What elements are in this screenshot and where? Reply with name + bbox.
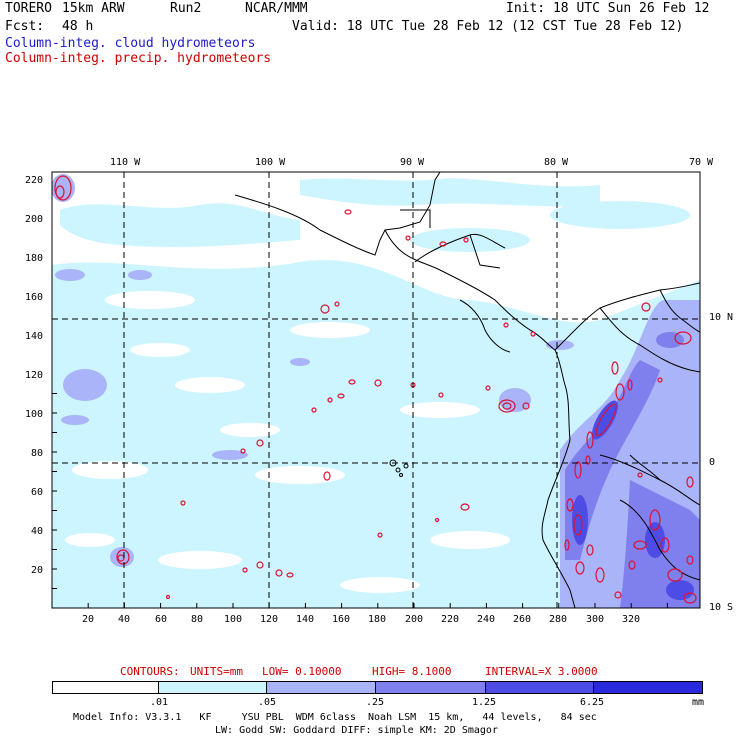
y-tick-40: 40: [31, 526, 44, 537]
contour-caption-interval: INTERVAL=X 3.0000: [485, 665, 598, 678]
lat-lon-grid: [52, 172, 700, 608]
model-info-line2: LW: Godd SW: Goddard DIFF: simple KM: 2D…: [215, 725, 498, 736]
run-label: Run2: [170, 1, 202, 16]
y-tick-60: 60: [31, 487, 44, 498]
contour-caption-low: LOW= 0.10000: [262, 665, 342, 678]
lon-label-80w: 80 W: [544, 157, 569, 168]
x-tick-240: 240: [477, 614, 496, 625]
x-tick-320: 320: [622, 614, 641, 625]
lat-label-10n: 10 N: [709, 312, 734, 323]
x-tick-100: 100: [224, 614, 243, 625]
precip-field-title: Column-integ. precip. hydrometeors: [5, 51, 272, 66]
valid-time: Valid: 18 UTC Tue 28 Feb 12 (12 CST Tue …: [292, 19, 684, 34]
map-plot-area: [52, 172, 700, 608]
x-tick-260: 260: [513, 614, 532, 625]
x-tick-280: 280: [549, 614, 568, 625]
model-name: TORERO: [5, 1, 52, 16]
y-tick-20: 20: [31, 565, 44, 576]
init-time: Init: 18 UTC Sun 26 Feb 12: [506, 1, 710, 16]
precip-contours: [54, 175, 697, 604]
lon-label-70w: 70 W: [689, 157, 714, 168]
lat-label-equator: 0: [709, 457, 716, 468]
x-tick-60: 60: [155, 614, 168, 625]
contour-caption-label: CONTOURS:: [120, 665, 180, 678]
cloud-shading-light: [52, 178, 700, 608]
y-tick-220: 220: [25, 175, 44, 186]
organization: NCAR/MMM: [245, 1, 308, 16]
y-tick-100: 100: [25, 409, 44, 420]
plot-frame: [51, 171, 701, 609]
colorbar-label-4: 6.25: [580, 697, 605, 708]
colorbar-segment-1: [158, 681, 267, 694]
y-tick-200: 200: [25, 214, 44, 225]
x-tick-20: 20: [82, 614, 95, 625]
x-tick-140: 140: [296, 614, 315, 625]
coastlines: [234, 172, 700, 608]
x-tick-120: 120: [260, 614, 279, 625]
model-info-line1: Model Info: V3.3.1 KF YSU PBL WDM 6class…: [73, 712, 597, 723]
y-tick-80: 80: [31, 448, 44, 459]
x-tick-40: 40: [118, 614, 131, 625]
colorbar-unit: mm: [692, 697, 705, 708]
colorbar-label-0: .01: [150, 697, 169, 708]
lat-label-10s: 10 S: [709, 602, 734, 613]
model-resolution: 15km ARW: [62, 1, 125, 16]
colorbar-label-1: .05: [258, 697, 277, 708]
x-tick-200: 200: [405, 614, 424, 625]
forecast-hours: 48 h: [62, 19, 94, 34]
colorbar-segment-4: [485, 681, 594, 694]
cloud-gaps: [65, 291, 510, 593]
lon-label-110w: 110 W: [110, 157, 141, 168]
y-tick-140: 140: [25, 331, 44, 342]
x-tick-80: 80: [191, 614, 204, 625]
x-tick-220: 220: [441, 614, 460, 625]
y-tick-120: 120: [25, 370, 44, 381]
cloud-field-title: Column-integ. cloud hydrometeors: [5, 36, 256, 51]
x-tick-180: 180: [368, 614, 387, 625]
x-tick-300: 300: [586, 614, 605, 625]
y-tick-160: 160: [25, 292, 44, 303]
lon-label-100w: 100 W: [255, 157, 286, 168]
x-tick-160: 160: [332, 614, 351, 625]
colorbar-segment-5: [593, 681, 703, 694]
colorbar-label-2: .25: [366, 697, 385, 708]
forecast-label: Fcst:: [5, 19, 45, 34]
colorbar-label-3: 1.25: [472, 697, 497, 708]
colorbar-segment-2: [266, 681, 376, 694]
axis-ticks: [51, 393, 668, 609]
contour-caption-high: HIGH= 8.1000: [372, 665, 452, 678]
lon-label-90w: 90 W: [400, 157, 425, 168]
colorbar-segment-0: [52, 681, 159, 694]
colorbar-segment-3: [375, 681, 486, 694]
contour-caption-units: UNITS=mm: [190, 665, 243, 678]
y-tick-180: 180: [25, 253, 44, 264]
